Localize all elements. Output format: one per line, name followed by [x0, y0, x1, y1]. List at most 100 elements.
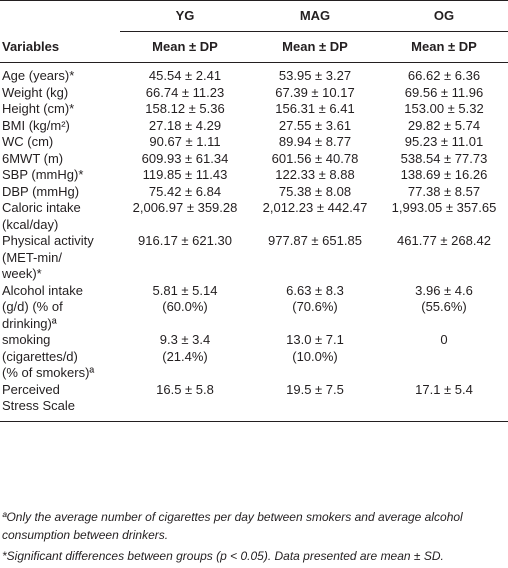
row-label: Perceived Stress Scale [0, 381, 120, 422]
table-row: Perceived Stress Scale 16.5 ± 5.8 19.5 ± 7.… [0, 381, 508, 422]
cell-line: 29.82 ± 5.74 [407, 117, 481, 133]
cell-og: 138.69 ± 16.26 [380, 167, 508, 184]
row-label-line: Stress Scale [2, 398, 75, 413]
header-group-yg: YG [120, 0, 250, 32]
row-label-line: Height (cm)* [2, 101, 75, 116]
table-body: Age (years)* 45.54 ± 2.41 53.95 ± 3.27 66.6… [0, 63, 508, 422]
row-label: smoking (cigarettes/d) (% of smokers)ª [0, 332, 120, 382]
row-label-line: (cigarettes/d) [2, 348, 78, 364]
cell-line: 601.56 ± 40.78 [271, 150, 359, 166]
table-row: BMI (kg/m²) 27.18 ± 4.29 27.55 ± 3.61 29.82… [0, 118, 508, 135]
row-label: DBP (mmHg) [0, 184, 120, 201]
row-label: Caloric intake (kcal/day) [0, 200, 120, 233]
table-row: DBP (mmHg) 75.42 ± 6.84 75.38 ± 8.08 77.38 … [0, 184, 508, 201]
cell-og: 538.54 ± 77.73 [380, 151, 508, 168]
cell-line: 2,006.97 ± 359.28 [132, 200, 238, 215]
row-label-line: Age (years)* [2, 68, 75, 83]
cell-line: 27.18 ± 4.29 [148, 117, 222, 133]
cell-line: 90.67 ± 1.11 [149, 134, 221, 149]
header-stat-yg: Mean ± DP [120, 31, 250, 63]
row-label-line: 6MWT (m) [2, 150, 64, 166]
row-label-line: Physical activity [2, 233, 94, 248]
cell-mag: 19.5 ± 7.5 [250, 381, 380, 422]
footnote-significance: *Significant differences between groups … [2, 549, 444, 563]
cell-line: (55.6%) [421, 299, 467, 314]
cell-line: 538.54 ± 77.73 [400, 150, 488, 166]
cell-og: 0 [380, 332, 508, 382]
row-label: BMI (kg/m²) [0, 118, 120, 135]
cell-line: 156.31 ± 6.41 [275, 101, 355, 116]
cell-yg: 119.85 ± 11.43 [120, 167, 250, 184]
cell-mag: 27.55 ± 3.61 [250, 118, 380, 135]
row-label: Height (cm)* [0, 101, 120, 118]
row-label-line: BMI (kg/m²) [2, 117, 70, 133]
cell-mag: 75.38 ± 8.08 [250, 184, 380, 201]
cell-yg: 2,006.97 ± 359.28 [120, 200, 250, 233]
cell-line: 3.96 ± 4.6 [415, 282, 473, 298]
cell-yg: 16.5 ± 5.8 [120, 381, 250, 422]
row-label-line: Caloric intake [2, 200, 81, 215]
table-row: Alcohol intake (g/d) (% of drinking)ª 5.81 … [0, 283, 508, 333]
row-label: Physical activity (MET-min/week)* [0, 233, 120, 283]
row-label-line: Alcohol intake [2, 282, 83, 298]
cell-mag: 2,012.23 ± 442.47 [250, 200, 380, 233]
cell-og: 69.56 ± 11.96 [380, 85, 508, 102]
cell-line: 27.55 ± 3.61 [278, 117, 352, 133]
cell-line: (70.6%) [292, 299, 338, 314]
cell-line: 17.1 ± 5.4 [415, 381, 473, 397]
row-label-line: smoking [2, 332, 51, 347]
header-stat-mag: Mean ± DP [250, 31, 380, 63]
table-row: Age (years)* 45.54 ± 2.41 53.95 ± 3.27 66.6… [0, 63, 508, 85]
cell-line: 16.5 ± 5.8 [156, 381, 214, 397]
table-footnotes: ªOnly the average number of cigarettes p… [2, 508, 506, 568]
table-row: SBP (mmHg)* 119.85 ± 11.43 122.33 ± 8.88 13… [0, 167, 508, 184]
footnote-a: ªOnly the average number of cigarettes p… [2, 510, 463, 542]
cell-line: 45.54 ± 2.41 [148, 68, 222, 83]
cell-mag: 156.31 ± 6.41 [250, 101, 380, 118]
row-label-line: (kcal/day) [2, 216, 59, 232]
table-row: WC (cm) 90.67 ± 1.11 89.94 ± 8.77 95.23 ± 1… [0, 134, 508, 151]
cell-line: 13.0 ± 7.1 [286, 332, 344, 347]
cell-line: 53.95 ± 3.27 [278, 68, 352, 83]
cell-line: 158.12 ± 5.36 [145, 101, 225, 116]
data-table: YG MAG OG Variables Mean ± DP Mean ± DP … [0, 0, 508, 422]
cell-line: 5.81 ± 5.14 [152, 282, 218, 298]
header-stat-og: Mean ± DP [380, 31, 508, 63]
table-row: 6MWT (m) 609.93 ± 61.34 601.56 ± 40.78 538.… [0, 151, 508, 168]
row-label: Weight (kg) [0, 85, 120, 102]
group-header-row: YG MAG OG [0, 0, 508, 32]
row-label-line: SBP (mmHg)* [2, 167, 84, 182]
row-label-line: drinking)ª [2, 315, 57, 331]
cell-yg: 66.74 ± 11.23 [120, 85, 250, 102]
cell-mag: 53.95 ± 3.27 [250, 63, 380, 85]
cell-mag: 89.94 ± 8.77 [250, 134, 380, 151]
cell-line: 977.87 ± 651.85 [268, 233, 362, 248]
table-row: Physical activity (MET-min/week)* 916.17 ±… [0, 233, 508, 283]
row-label-line: week)* [2, 266, 42, 281]
cell-line: 66.74 ± 11.23 [145, 84, 225, 100]
row-label-line: (% of smokers)ª [2, 365, 95, 380]
cell-line: 67.39 ± 10.17 [275, 84, 355, 100]
row-label: Age (years)* [0, 63, 120, 85]
cell-mag: 6.63 ± 8.3 (70.6%) [250, 283, 380, 333]
cell-og: 17.1 ± 5.4 [380, 381, 508, 422]
cell-og: 3.96 ± 4.6 (55.6%) [380, 283, 508, 333]
cell-og: 153.00 ± 5.32 [380, 101, 508, 118]
cell-mag: 122.33 ± 8.88 [250, 167, 380, 184]
header-group-og: OG [380, 0, 508, 32]
cell-line: (10.0%) [292, 348, 338, 364]
cell-yg: 27.18 ± 4.29 [120, 118, 250, 135]
cell-line: 1,993.05 ± 357.65 [391, 200, 497, 215]
cell-line: 75.38 ± 8.08 [278, 183, 352, 199]
row-label: WC (cm) [0, 134, 120, 151]
cell-mag: 13.0 ± 7.1 (10.0%) [250, 332, 380, 382]
cell-line: 122.33 ± 8.88 [275, 167, 355, 182]
row-label-line: (MET-min/ [2, 249, 62, 265]
cell-line: 119.85 ± 11.43 [142, 167, 228, 182]
row-label-line: Perceived [2, 381, 60, 397]
cell-line: 9.3 ± 3.4 [159, 332, 211, 347]
cell-line: 461.77 ± 268.42 [397, 233, 491, 248]
table-row: Caloric intake (kcal/day) 2,006.97 ± 359.2… [0, 200, 508, 233]
cell-line: 153.00 ± 5.32 [404, 101, 484, 116]
